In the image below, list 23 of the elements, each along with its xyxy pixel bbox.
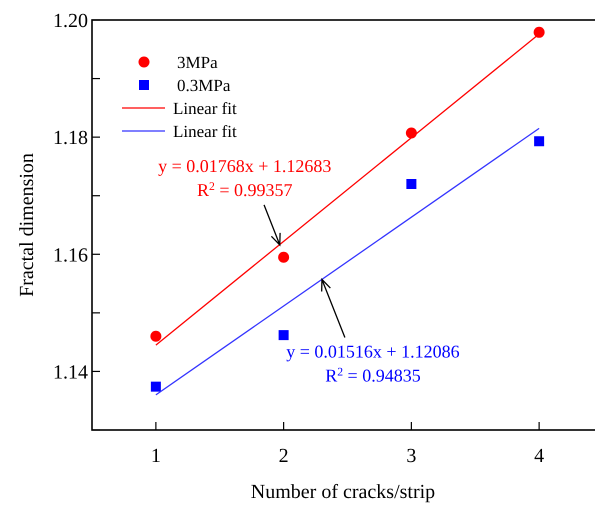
legend-label: 3MPa — [177, 53, 218, 72]
point — [406, 179, 416, 189]
x-tick-label: 4 — [534, 445, 544, 467]
y-tick-label: 1.20 — [53, 10, 88, 32]
legend-label: 0.3MPa — [177, 76, 231, 95]
annotation: y = 0.01516x + 1.12086 R$^{2}$ = 0.94835 — [286, 341, 460, 386]
y-axis-title: Fractal dimension — [16, 153, 38, 297]
annotation: y = 0.01768x + 1.12683 R$^{2}$ = 0.99357 — [158, 156, 332, 200]
legend-label: Linear fit — [173, 99, 237, 118]
point — [150, 382, 161, 392]
point — [534, 26, 545, 38]
y-tick-label: 1.14 — [53, 361, 88, 384]
x-tick-label: 1 — [150, 445, 161, 467]
legend-label: Linear fit — [173, 122, 237, 141]
point — [278, 330, 289, 340]
point — [534, 136, 544, 146]
y-tick-label: 1.16 — [53, 244, 88, 266]
x-tick-label: 2 — [278, 445, 289, 467]
x-tick-label: 3 — [406, 445, 416, 467]
point — [278, 252, 290, 263]
y-tick-label: 1.18 — [53, 127, 88, 150]
x-axis-title: Number of cracks/strip — [250, 481, 436, 503]
point — [150, 330, 162, 342]
